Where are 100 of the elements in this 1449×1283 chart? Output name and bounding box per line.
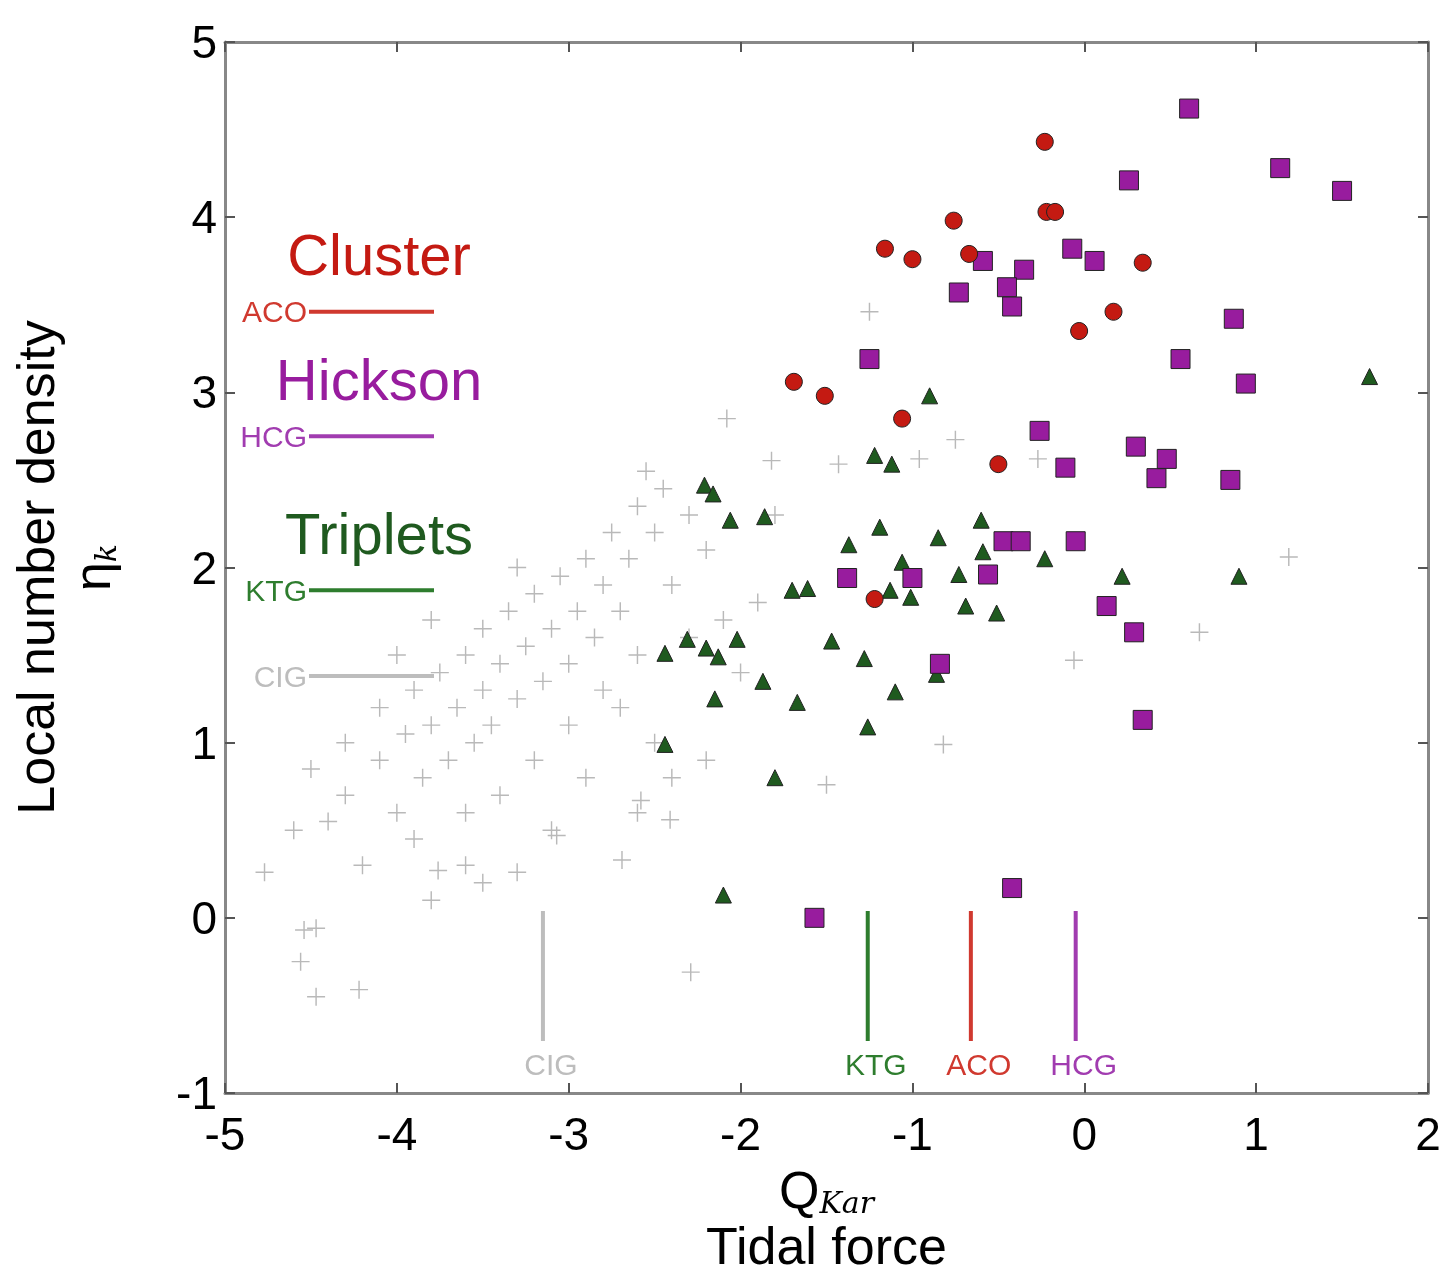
point	[859, 349, 880, 370]
ref-line-label: CIG	[253, 659, 307, 693]
text: Cluster	[287, 222, 471, 288]
x-tick-label: 1	[1243, 1108, 1269, 1160]
point	[989, 455, 1008, 474]
point	[1230, 567, 1248, 585]
point	[950, 566, 968, 584]
ref-line-label: ACO	[241, 295, 307, 329]
point	[1010, 531, 1031, 552]
point	[784, 372, 803, 391]
point	[1084, 250, 1105, 271]
point	[855, 650, 873, 668]
text: Hickson	[275, 346, 483, 412]
x-tick-label: 0	[1071, 1108, 1098, 1160]
x-tick-label: 2	[1415, 1108, 1441, 1160]
point	[974, 543, 992, 561]
point	[1014, 259, 1035, 280]
point	[1035, 132, 1054, 151]
point	[948, 282, 969, 303]
point	[756, 508, 774, 526]
point	[754, 672, 772, 690]
point	[1125, 436, 1146, 457]
ref-line-label: HCG	[240, 419, 307, 453]
point	[1065, 531, 1086, 552]
x-tick-label: -4	[376, 1108, 418, 1160]
point	[1046, 202, 1065, 221]
point	[1170, 349, 1191, 370]
point	[704, 485, 722, 503]
point	[709, 648, 727, 666]
x-tick-label: -3	[548, 1108, 590, 1160]
point	[1002, 878, 1023, 899]
point	[823, 632, 841, 650]
point	[695, 476, 713, 494]
point	[1062, 238, 1083, 259]
point	[837, 568, 858, 589]
point	[656, 735, 674, 753]
point	[859, 718, 877, 736]
point	[978, 564, 999, 585]
point	[972, 511, 990, 529]
x-tick-label: -1	[891, 1108, 933, 1160]
point	[1132, 709, 1153, 730]
y-tick-label: 4	[191, 191, 217, 244]
y-tick-label: 2	[191, 541, 217, 594]
point	[1146, 468, 1167, 489]
point	[1113, 567, 1131, 585]
point	[840, 536, 858, 554]
point	[1235, 373, 1256, 394]
point	[886, 683, 904, 701]
point	[875, 239, 894, 258]
point	[865, 590, 884, 609]
ref-line-label: KTG	[844, 1047, 907, 1081]
point	[921, 387, 939, 405]
point	[1332, 180, 1353, 201]
point	[944, 211, 963, 230]
point	[871, 518, 889, 536]
point	[1096, 596, 1117, 617]
point	[766, 769, 784, 787]
point	[728, 630, 746, 648]
point	[996, 277, 1017, 298]
point	[957, 597, 975, 615]
point	[1124, 622, 1145, 643]
y-tick-label: 3	[191, 366, 217, 419]
y-tick-label: 1	[191, 716, 217, 769]
point	[902, 568, 923, 589]
point	[893, 409, 912, 428]
ref-line-label: HCG	[1050, 1047, 1118, 1081]
point	[656, 644, 674, 662]
point	[1036, 550, 1054, 568]
point	[1104, 302, 1123, 321]
point	[1029, 420, 1050, 441]
point	[697, 639, 715, 657]
point	[883, 455, 901, 473]
point	[881, 581, 899, 599]
ref-line-label: KTG	[245, 573, 307, 607]
point	[783, 581, 801, 599]
point	[1055, 457, 1076, 478]
point	[1223, 308, 1244, 329]
point	[788, 693, 806, 711]
point	[1070, 322, 1089, 341]
point	[1133, 253, 1152, 272]
point	[960, 244, 979, 263]
point	[1361, 368, 1379, 386]
point	[706, 690, 724, 708]
point	[721, 511, 739, 529]
x-tick-label: -2	[720, 1108, 762, 1160]
point	[866, 446, 884, 464]
point	[1002, 296, 1023, 317]
point	[1118, 170, 1139, 191]
ref-line-label: CIG	[524, 1047, 578, 1081]
point	[1156, 448, 1177, 469]
y-tick-label: 5	[191, 16, 217, 68]
y-tick-label: 0	[191, 891, 217, 944]
point	[903, 250, 922, 269]
point	[1220, 469, 1241, 490]
point	[1270, 158, 1291, 179]
ref-line-label: ACO	[946, 1047, 1012, 1081]
point	[929, 653, 950, 674]
point	[929, 529, 947, 547]
point	[902, 588, 920, 606]
point	[815, 386, 834, 405]
